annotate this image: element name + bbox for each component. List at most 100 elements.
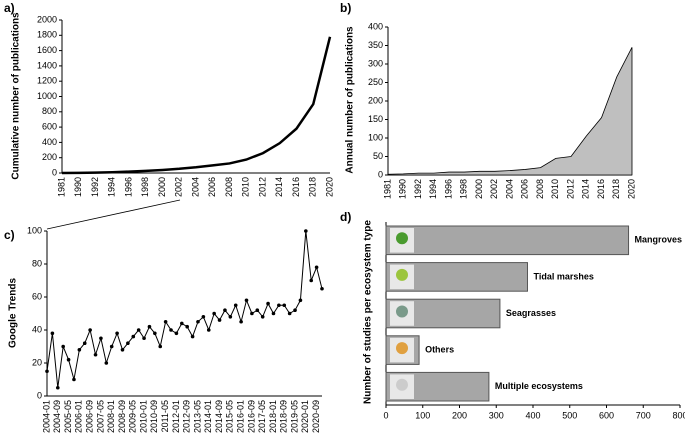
x-tick-label: 2015-05 xyxy=(225,400,235,433)
y-tick-label: 1000 xyxy=(37,91,57,101)
x-tick-label: 2006 xyxy=(207,177,217,197)
x-tick-label: 2017-05 xyxy=(257,400,267,433)
y-tick-label: 0 xyxy=(378,169,383,179)
x-tick-label: 2016 xyxy=(596,179,606,199)
x-tick-label: 700 xyxy=(636,410,651,420)
bar-label: Seagrasses xyxy=(506,308,556,318)
x-tick-label: 2010 xyxy=(550,179,560,199)
x-tick-label: 2018 xyxy=(308,177,318,197)
point xyxy=(109,344,114,349)
point xyxy=(277,303,281,308)
point xyxy=(120,348,125,352)
icon xyxy=(396,232,408,245)
x-tick-label: 2012-01 xyxy=(171,400,181,433)
x-tick-label: 2004-09 xyxy=(52,400,62,433)
x-tick-label: 2020 xyxy=(324,177,334,197)
x-tick-label: 1990 xyxy=(73,177,83,197)
point xyxy=(158,344,163,349)
icon xyxy=(396,268,408,281)
point xyxy=(163,319,168,324)
x-tick-label: 2008 xyxy=(224,177,234,197)
x-tick-label: 2020-09 xyxy=(311,400,321,433)
x-tick-label: 1992 xyxy=(90,177,100,197)
point xyxy=(196,319,200,324)
icon xyxy=(396,342,408,355)
panel-label: b) xyxy=(340,1,351,15)
x-tick-label: 2019-05 xyxy=(289,400,299,433)
x-tick-label: 1998 xyxy=(459,179,469,199)
x-tick-label: 2012-09 xyxy=(182,400,192,433)
x-tick-label: 500 xyxy=(562,410,577,420)
x-tick-label: 2007-05 xyxy=(95,400,105,433)
x-tick-label: 2000 xyxy=(157,177,167,197)
point xyxy=(66,357,71,362)
point xyxy=(93,352,98,357)
x-tick-label: 2002 xyxy=(174,177,184,197)
point xyxy=(131,334,136,339)
x-tick-label: 2020-01 xyxy=(300,400,310,433)
x-tick-label: 1994 xyxy=(428,179,438,199)
icon xyxy=(396,305,408,318)
x-tick-label: 600 xyxy=(599,410,614,420)
icon xyxy=(396,378,408,391)
y-tick-label: 800 xyxy=(42,106,57,116)
point xyxy=(217,318,222,322)
point xyxy=(190,334,195,339)
point xyxy=(212,311,216,316)
point xyxy=(304,229,308,233)
y-tick-label: 0 xyxy=(52,167,57,177)
point xyxy=(287,311,292,316)
x-tick-label: 2010 xyxy=(241,177,251,197)
point xyxy=(147,324,152,329)
point xyxy=(61,344,65,349)
point xyxy=(298,298,303,303)
y-tick-label: 40 xyxy=(32,324,42,334)
y-tick-label: 2000 xyxy=(37,14,57,24)
point xyxy=(45,369,49,374)
x-tick-label: 2008-01 xyxy=(106,400,116,433)
point xyxy=(99,336,103,341)
x-tick-label: 2006-09 xyxy=(85,400,95,433)
x-tick-label: 2014-09 xyxy=(214,400,224,433)
x-tick-label: 2008 xyxy=(535,179,545,199)
point xyxy=(239,319,243,324)
x-tick-label: 2014 xyxy=(581,179,591,199)
x-tick-label: 1981 xyxy=(382,179,392,199)
y-tick-label: 100 xyxy=(368,132,383,142)
point xyxy=(206,328,211,332)
point xyxy=(250,311,254,316)
y-tick-label: 200 xyxy=(368,95,383,105)
y-tick-label: 0 xyxy=(37,390,42,400)
point xyxy=(244,298,249,303)
point xyxy=(233,303,238,308)
bar-label: Multiple ecosystems xyxy=(495,381,583,391)
y-tick-label: 100 xyxy=(27,225,42,235)
point xyxy=(180,321,184,326)
x-tick-label: 1992 xyxy=(413,179,423,199)
x-tick-label: 2018-09 xyxy=(279,400,289,433)
x-tick-label: 800 xyxy=(672,410,685,420)
point xyxy=(293,308,297,313)
point xyxy=(115,331,119,336)
line xyxy=(61,36,332,175)
y-tick-label: 1800 xyxy=(37,30,57,40)
panel-label: a) xyxy=(4,1,15,15)
y-tick-label: 250 xyxy=(368,77,383,87)
x-tick-label: 1996 xyxy=(443,179,453,199)
y-tick-label: 1600 xyxy=(37,45,57,55)
y-axis-label: Cumulative number of publications xyxy=(11,12,22,180)
x-tick-label: 2006-01 xyxy=(74,400,84,433)
y-axis-label: Number of studies per ecosystem type xyxy=(363,220,374,404)
x-tick-label: 2012 xyxy=(257,177,267,197)
point xyxy=(223,308,227,313)
point xyxy=(142,336,146,341)
y-tick-label: 150 xyxy=(368,114,383,124)
point xyxy=(174,331,179,336)
y-tick-label: 1200 xyxy=(37,76,57,86)
x-tick-label: 2014 xyxy=(274,177,284,197)
x-tick-label: 2011-05 xyxy=(160,400,170,432)
x-tick-label: 2016-09 xyxy=(246,400,256,433)
area xyxy=(387,47,633,176)
point xyxy=(266,301,270,306)
x-tick-label: 2005-05 xyxy=(63,400,73,433)
